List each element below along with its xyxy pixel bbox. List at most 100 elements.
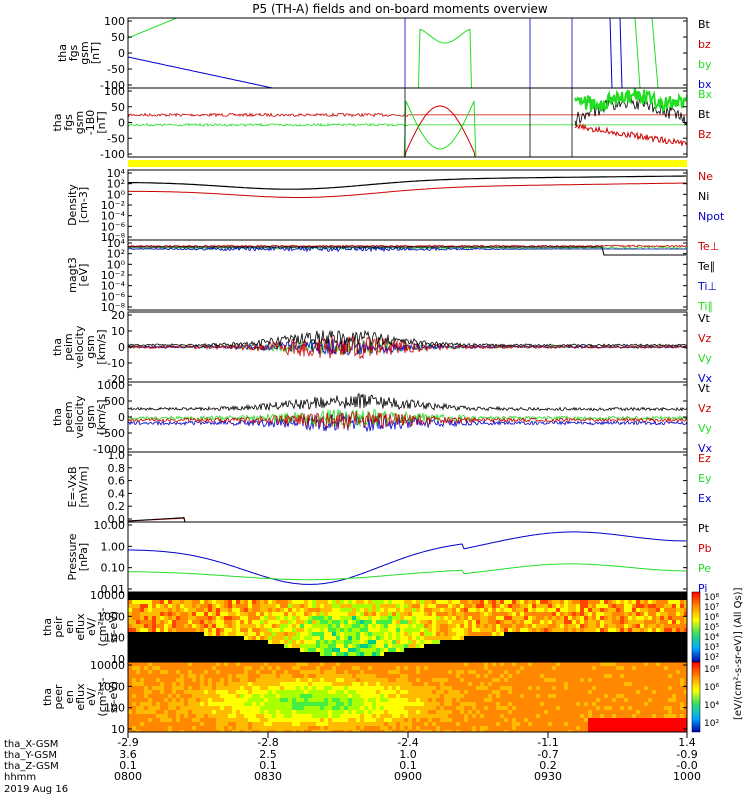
spectrogram-cell bbox=[276, 612, 280, 616]
spectrogram-cell bbox=[664, 706, 668, 710]
spectrogram-cell bbox=[468, 666, 472, 670]
spectrogram-cell bbox=[368, 698, 372, 702]
spectrogram-cell bbox=[244, 636, 248, 640]
spectrogram-cell bbox=[220, 604, 224, 608]
spectrogram-cell bbox=[512, 604, 516, 608]
spectrogram-cell bbox=[672, 604, 676, 608]
spectrogram-cell bbox=[300, 604, 304, 608]
spectrogram-cell bbox=[568, 612, 572, 616]
spectrogram-cell bbox=[188, 698, 192, 702]
spectrogram-cell bbox=[408, 640, 412, 644]
spectrogram-cell bbox=[356, 640, 360, 644]
spectrogram-cell bbox=[356, 722, 360, 726]
spectrogram-cell bbox=[284, 632, 288, 636]
spectrogram-cell bbox=[680, 674, 684, 678]
spectrogram-cell bbox=[216, 690, 220, 694]
spectrogram-cell bbox=[504, 714, 508, 718]
spectrogram-cell bbox=[596, 678, 600, 682]
spectrogram-cell bbox=[400, 640, 404, 644]
spectrogram-cell bbox=[492, 616, 496, 620]
spectrogram-cell bbox=[320, 690, 324, 694]
spectrogram-cell bbox=[628, 726, 632, 730]
spectrogram-cell bbox=[484, 608, 488, 612]
spectrogram-cell bbox=[484, 710, 488, 714]
spectrogram-cell bbox=[436, 678, 440, 682]
spectrogram-cell bbox=[204, 690, 208, 694]
spectrogram-cell bbox=[368, 678, 372, 682]
spectrogram-cell bbox=[420, 694, 424, 698]
spectrogram-cell bbox=[560, 710, 564, 714]
spectrogram-cell bbox=[620, 710, 624, 714]
spectrogram-cell bbox=[664, 710, 668, 714]
spectrogram-cell bbox=[392, 662, 396, 666]
spectrogram-cell bbox=[288, 714, 292, 718]
spectrogram-cell bbox=[452, 706, 456, 710]
spectrogram-cell bbox=[584, 686, 588, 690]
spectrogram-cell bbox=[428, 632, 432, 636]
spectrogram-cell bbox=[180, 678, 184, 682]
spectrogram-cell bbox=[352, 710, 356, 714]
spectrogram-cell bbox=[160, 612, 164, 616]
spectrogram-cell bbox=[436, 608, 440, 612]
spectrogram-cell bbox=[156, 690, 160, 694]
spectrogram-cell bbox=[496, 730, 500, 732]
spectrogram-cell bbox=[200, 682, 204, 686]
spectrogram-cell bbox=[324, 620, 328, 624]
spectrogram-cell bbox=[508, 698, 512, 702]
spectrogram-cell bbox=[376, 682, 380, 686]
spectrogram-cell bbox=[444, 706, 448, 710]
spectrogram-cell bbox=[132, 702, 136, 706]
spectrogram-cell bbox=[504, 620, 508, 624]
spectrogram-cell bbox=[420, 666, 424, 670]
spectrogram-cell bbox=[428, 662, 432, 666]
spectrogram-cell bbox=[232, 662, 236, 666]
spectrogram-cell bbox=[404, 714, 408, 718]
spectrogram-cell bbox=[564, 662, 568, 666]
spectrogram-cell bbox=[236, 710, 240, 714]
spectrogram-cell bbox=[244, 706, 248, 710]
spectrogram-cell bbox=[612, 662, 616, 666]
spectrogram-cell bbox=[656, 666, 660, 670]
spectrogram-cell bbox=[568, 662, 572, 666]
spectrogram-cell bbox=[668, 674, 672, 678]
spectrogram-cell bbox=[628, 670, 632, 674]
spectrogram-cell bbox=[168, 678, 172, 682]
x-tick-label: -2.9 bbox=[117, 736, 138, 749]
spectrogram-cell bbox=[244, 674, 248, 678]
spectrogram-cell bbox=[512, 706, 516, 710]
spectrogram-cell bbox=[432, 694, 436, 698]
spectrogram-cell bbox=[476, 686, 480, 690]
spectrogram-cell bbox=[328, 722, 332, 726]
spectrogram-cell bbox=[596, 694, 600, 698]
spectrogram-cell bbox=[364, 636, 368, 640]
spectrogram-cell bbox=[460, 674, 464, 678]
spectrogram-cell bbox=[236, 706, 240, 710]
spectrogram-cell bbox=[460, 678, 464, 682]
spectrogram-cell bbox=[404, 616, 408, 620]
spectrogram-cell bbox=[148, 730, 152, 732]
spectrogram-cell bbox=[604, 686, 608, 690]
spectrogram-cell bbox=[356, 706, 360, 710]
spectrogram-cell bbox=[676, 710, 680, 714]
spectrogram-cell bbox=[332, 722, 336, 726]
spectrogram-cell bbox=[488, 690, 492, 694]
spectrogram-cell bbox=[336, 612, 340, 616]
spectrogram-cell bbox=[556, 682, 560, 686]
spectrogram-cell bbox=[232, 612, 236, 616]
spectrogram-cell bbox=[240, 620, 244, 624]
legend-item: Vy bbox=[698, 352, 712, 365]
spectrogram-cell bbox=[408, 608, 412, 612]
spectrogram-cell bbox=[512, 608, 516, 612]
spectrogram-cell bbox=[376, 620, 380, 624]
spectrogram-cell bbox=[600, 690, 604, 694]
spectrogram-cell bbox=[140, 718, 144, 722]
spectrogram-cell bbox=[412, 694, 416, 698]
spectrogram-cell bbox=[332, 714, 336, 718]
spectrogram-cell bbox=[632, 620, 636, 624]
spectrogram-cell bbox=[528, 666, 532, 670]
spectrogram-cell bbox=[288, 662, 292, 666]
spectrogram-cell bbox=[640, 604, 644, 608]
spectrogram-cell bbox=[500, 682, 504, 686]
spectrogram-cell bbox=[384, 698, 388, 702]
spectrogram-cell bbox=[500, 632, 504, 636]
